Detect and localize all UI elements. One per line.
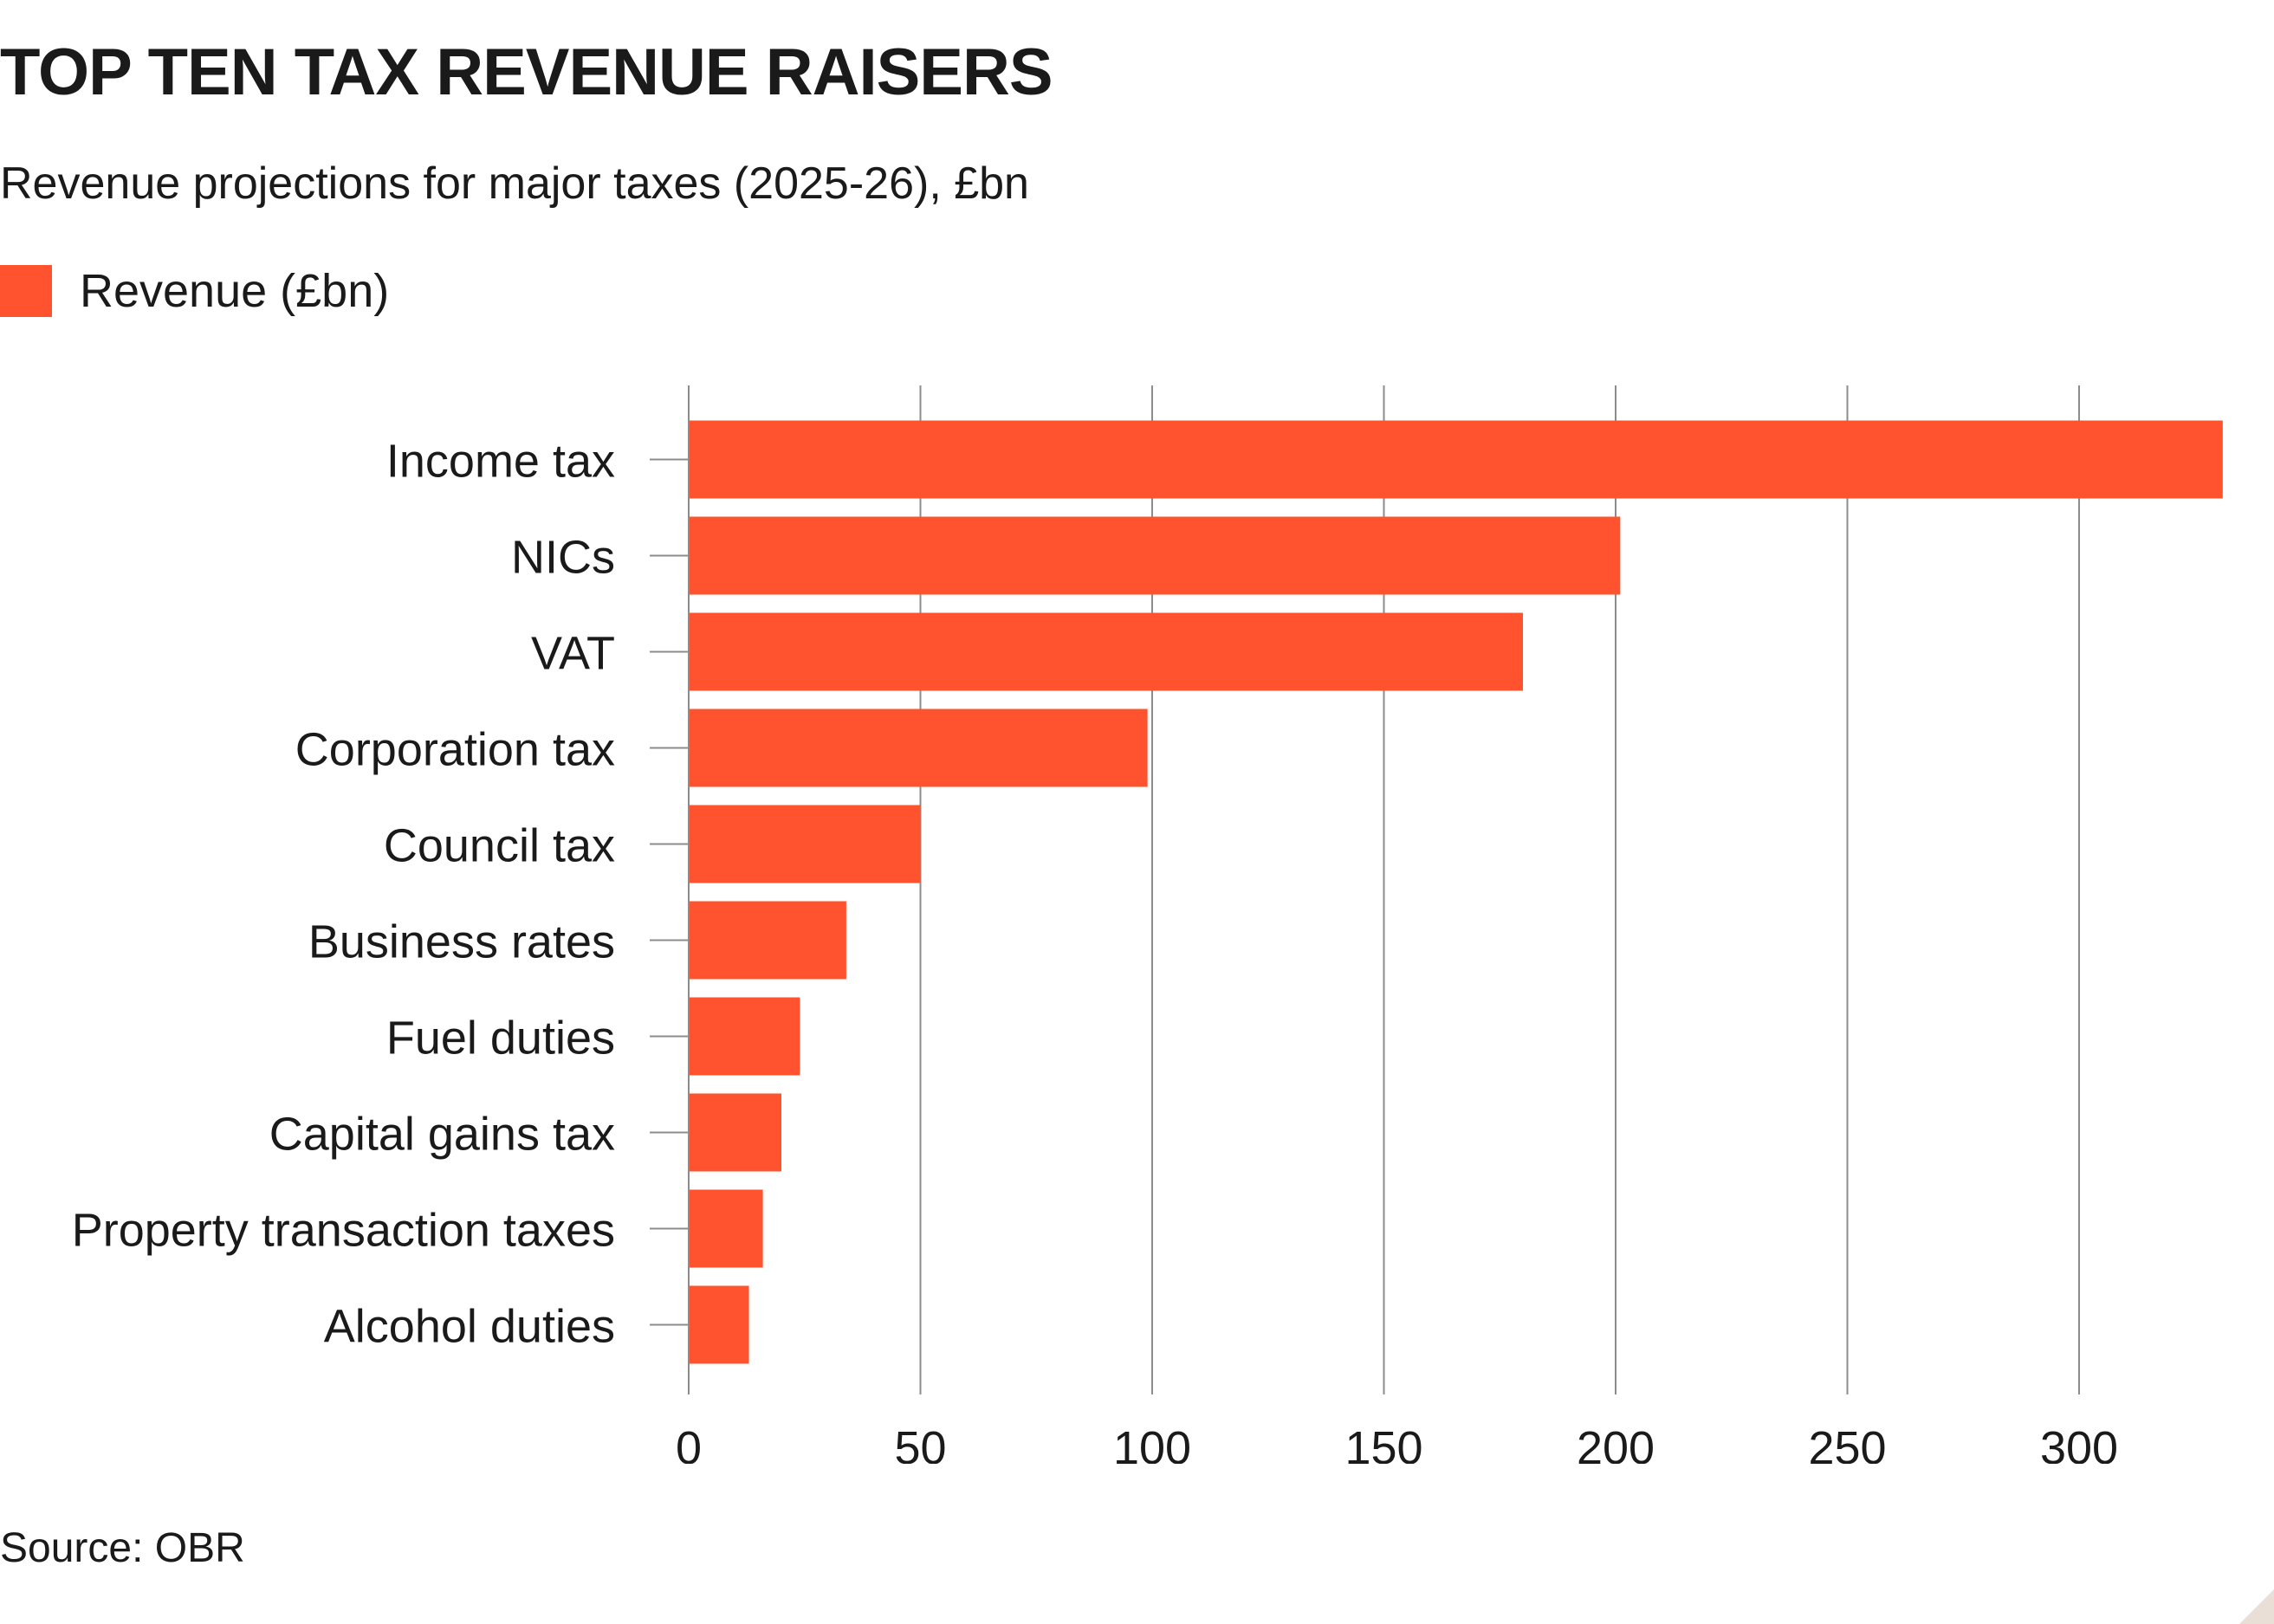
source-note: Source: OBR [0, 1525, 245, 1571]
x-tick-label: 0 [676, 1422, 702, 1464]
category-label: Council tax [384, 820, 615, 872]
bar [689, 901, 846, 980]
x-tick-label: 250 [1808, 1422, 1886, 1464]
category-label: VAT [531, 628, 615, 680]
x-tick-label: 100 [1113, 1422, 1191, 1464]
x-tick-label: 50 [894, 1422, 946, 1464]
category-label: Capital gains tax [269, 1109, 615, 1161]
category-label: Income tax [386, 436, 615, 488]
chart-subtitle: Revenue projections for major taxes (202… [0, 159, 1029, 209]
legend-label: Revenue (£bn) [80, 265, 390, 317]
category-label: Property transaction taxes [72, 1205, 615, 1257]
x-tick-label: 200 [1577, 1422, 1655, 1464]
category-label: Corporation tax [295, 724, 615, 776]
category-label: Alcohol duties [324, 1301, 615, 1353]
category-label: Fuel duties [386, 1013, 615, 1064]
bar [689, 805, 921, 883]
bar [689, 1285, 749, 1364]
bar [689, 997, 800, 1076]
bar [689, 1093, 781, 1172]
category-label: NICs [511, 532, 615, 584]
category-label: Business rates [308, 916, 615, 968]
legend-swatch [0, 265, 52, 317]
bar [689, 708, 1148, 787]
x-tick-label: 150 [1344, 1422, 1422, 1464]
bar [689, 612, 1523, 691]
corner-fold-icon [2239, 1589, 2274, 1624]
legend: Revenue (£bn) [0, 264, 389, 318]
chart-title: TOP TEN TAX REVENUE RAISERS [0, 36, 1053, 109]
bar [689, 420, 2223, 499]
bar [689, 1189, 763, 1268]
bar-chart: Income tax NICs VAT Corporation tax Council … [72, 385, 2223, 1464]
x-tick-label: 300 [2040, 1422, 2118, 1464]
bar [689, 516, 1621, 595]
